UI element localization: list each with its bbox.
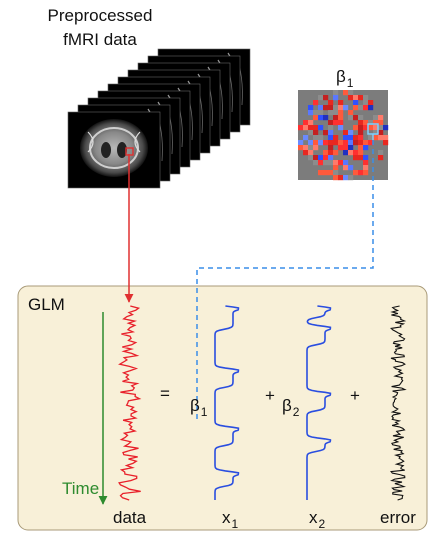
- glm-panel: [17, 285, 428, 531]
- title-line-1: Preprocessed: [47, 6, 153, 25]
- error-timeseries: [390, 305, 407, 501]
- plus-sign-1: +: [265, 386, 275, 405]
- plus-sign-2: +: [350, 386, 360, 405]
- error-label: error: [380, 508, 416, 527]
- beta2-subscript: 2: [292, 405, 300, 419]
- beta-map-image: [298, 90, 389, 181]
- x1-subscript: 1: [231, 517, 239, 531]
- beta-symbol: β: [336, 67, 346, 86]
- x2-symbol: x: [309, 508, 318, 527]
- beta-connector-dashed: [196, 140, 374, 420]
- beta1-term: β1: [190, 396, 208, 419]
- x1-label: x1: [222, 508, 239, 531]
- x2-label: x2: [309, 508, 326, 531]
- beta2-term: β2: [282, 396, 300, 419]
- beta-map-label: β1: [336, 67, 354, 90]
- regressor-x2-trace: [306, 305, 332, 500]
- x2-subscript: 2: [318, 517, 326, 531]
- fmri-volume-stack: [67, 48, 251, 189]
- beta-subscript: 1: [346, 76, 354, 90]
- glm-label: GLM: [28, 295, 65, 314]
- regressor-x1-trace: [214, 305, 240, 500]
- beta1-symbol: β: [190, 396, 200, 415]
- title-line-2: fMRI data: [63, 30, 137, 49]
- beta1-subscript: 1: [200, 405, 208, 419]
- equals-sign: =: [160, 384, 170, 403]
- fmri-slice: [67, 111, 161, 189]
- data-timeseries: [118, 305, 142, 501]
- beta2-symbol: β: [282, 396, 292, 415]
- x1-symbol: x: [222, 508, 231, 527]
- data-label: data: [113, 508, 147, 527]
- time-label: Time: [62, 479, 100, 498]
